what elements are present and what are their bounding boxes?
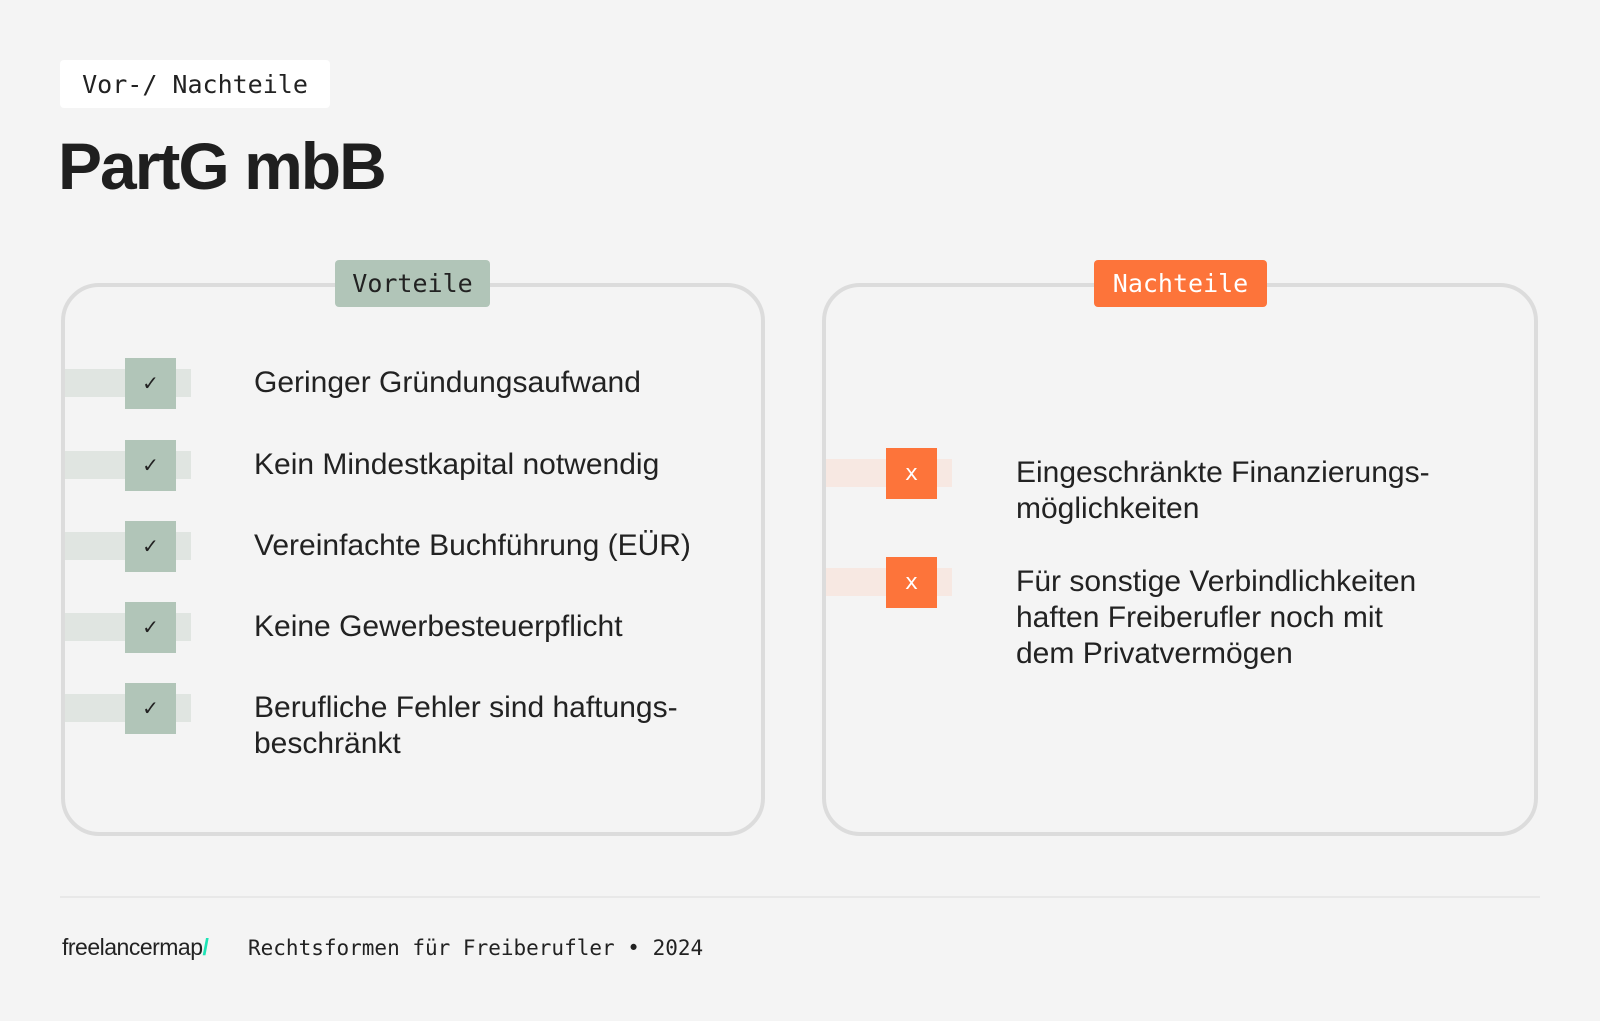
category-tag: Vor-/ Nachteile bbox=[60, 60, 330, 108]
pros-label: Vorteile bbox=[335, 260, 490, 307]
x-icon: x bbox=[886, 557, 937, 608]
page-title: PartG mbB bbox=[58, 129, 387, 203]
pros-item-text: Vereinfachte Buchführung (EÜR) bbox=[254, 529, 691, 562]
footer-caption: Rechtsformen für Freiberufler • 2024 bbox=[248, 936, 704, 960]
brand-logo: freelancermap/ bbox=[62, 934, 209, 961]
pros-item-text: Geringer Gründungsaufwand bbox=[254, 366, 641, 399]
pros-item-text: Keine Gewerbesteuerpflicht bbox=[254, 610, 623, 643]
check-icon: ✓ bbox=[125, 440, 176, 491]
cons-item-text: Für sonstige Verbindlichkeiten haften Fr… bbox=[1016, 565, 1417, 670]
check-icon: ✓ bbox=[125, 521, 176, 572]
pros-item-text: Berufliche Fehler sind haftungs- beschrä… bbox=[254, 691, 678, 760]
cons-label: Nachteile bbox=[1094, 260, 1267, 307]
check-icon: ✓ bbox=[125, 358, 176, 409]
cons-item-text: Eingeschränkte Finanzierungs- möglichkei… bbox=[1016, 456, 1430, 525]
pros-item-text: Kein Mindestkapital notwendig bbox=[254, 448, 660, 481]
check-icon: ✓ bbox=[125, 683, 176, 734]
check-icon: ✓ bbox=[125, 602, 176, 653]
x-icon: x bbox=[886, 448, 937, 499]
logo-slash: / bbox=[202, 934, 209, 960]
footer-divider bbox=[60, 896, 1540, 898]
logo-text: freelancermap bbox=[62, 934, 203, 960]
